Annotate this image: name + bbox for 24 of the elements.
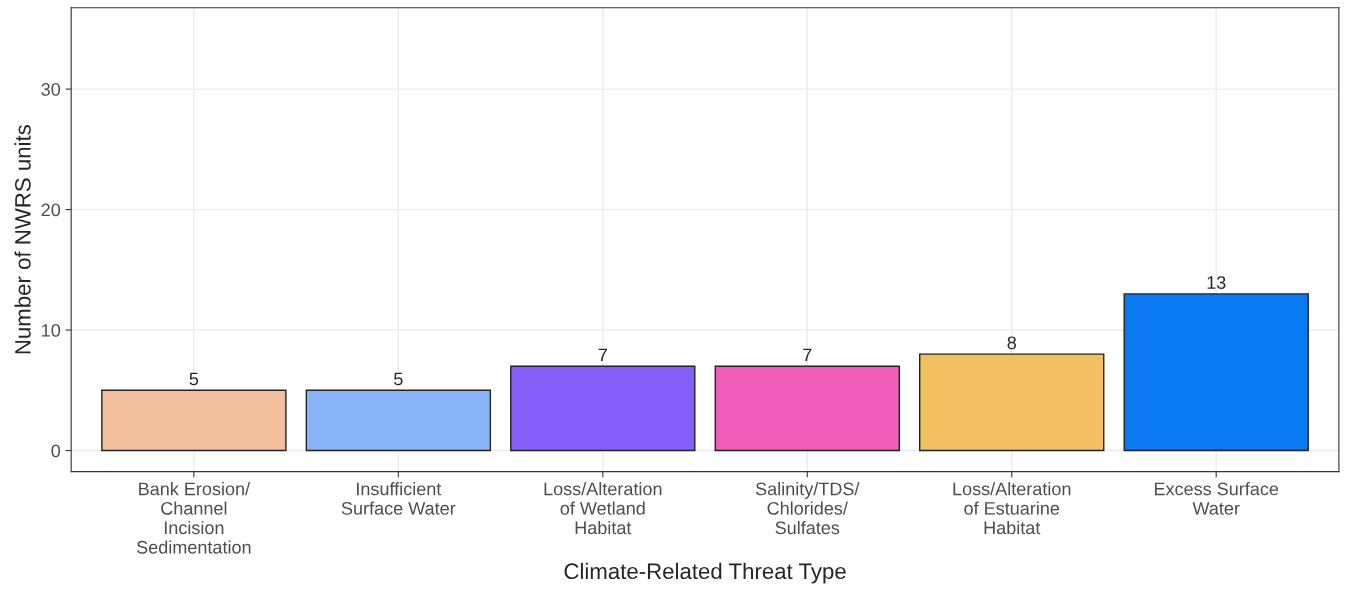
bar	[101, 389, 287, 452]
x-tick-label: Loss/Alteration of Estuarine Habitat	[953, 482, 1071, 535]
data-label: 8	[1007, 336, 1016, 350]
bar	[1123, 293, 1309, 452]
y-tick-label: 20	[41, 203, 61, 217]
x-tick-label: Excess Surface Water	[1154, 482, 1279, 515]
x-tick-label: Loss/Alteration of Wetland Habitat	[544, 482, 662, 535]
data-label: 5	[394, 372, 403, 386]
data-label: 7	[598, 348, 607, 362]
bar	[510, 365, 696, 452]
bar	[305, 389, 492, 452]
x-tick-label: Bank Erosion/ Channel Incision Sedimentation	[136, 482, 251, 554]
data-label: 5	[189, 372, 199, 386]
data-label: 7	[803, 348, 812, 362]
data-label: 13	[1207, 276, 1226, 289]
x-axis-title: Climate-Related Threat Type	[564, 562, 846, 584]
x-tick-label: Salinity/TDS/ Chlorides/ Sulfates	[755, 482, 860, 535]
y-tick-label: 30	[41, 83, 61, 96]
bar	[919, 353, 1105, 452]
x-tick-label: Insufficient Surface Water	[341, 482, 456, 515]
y-tick-label: 0	[51, 444, 61, 458]
y-tick-label: 10	[42, 323, 61, 337]
y-axis-title: Number of NWRS units	[14, 125, 31, 354]
bar	[714, 365, 900, 452]
